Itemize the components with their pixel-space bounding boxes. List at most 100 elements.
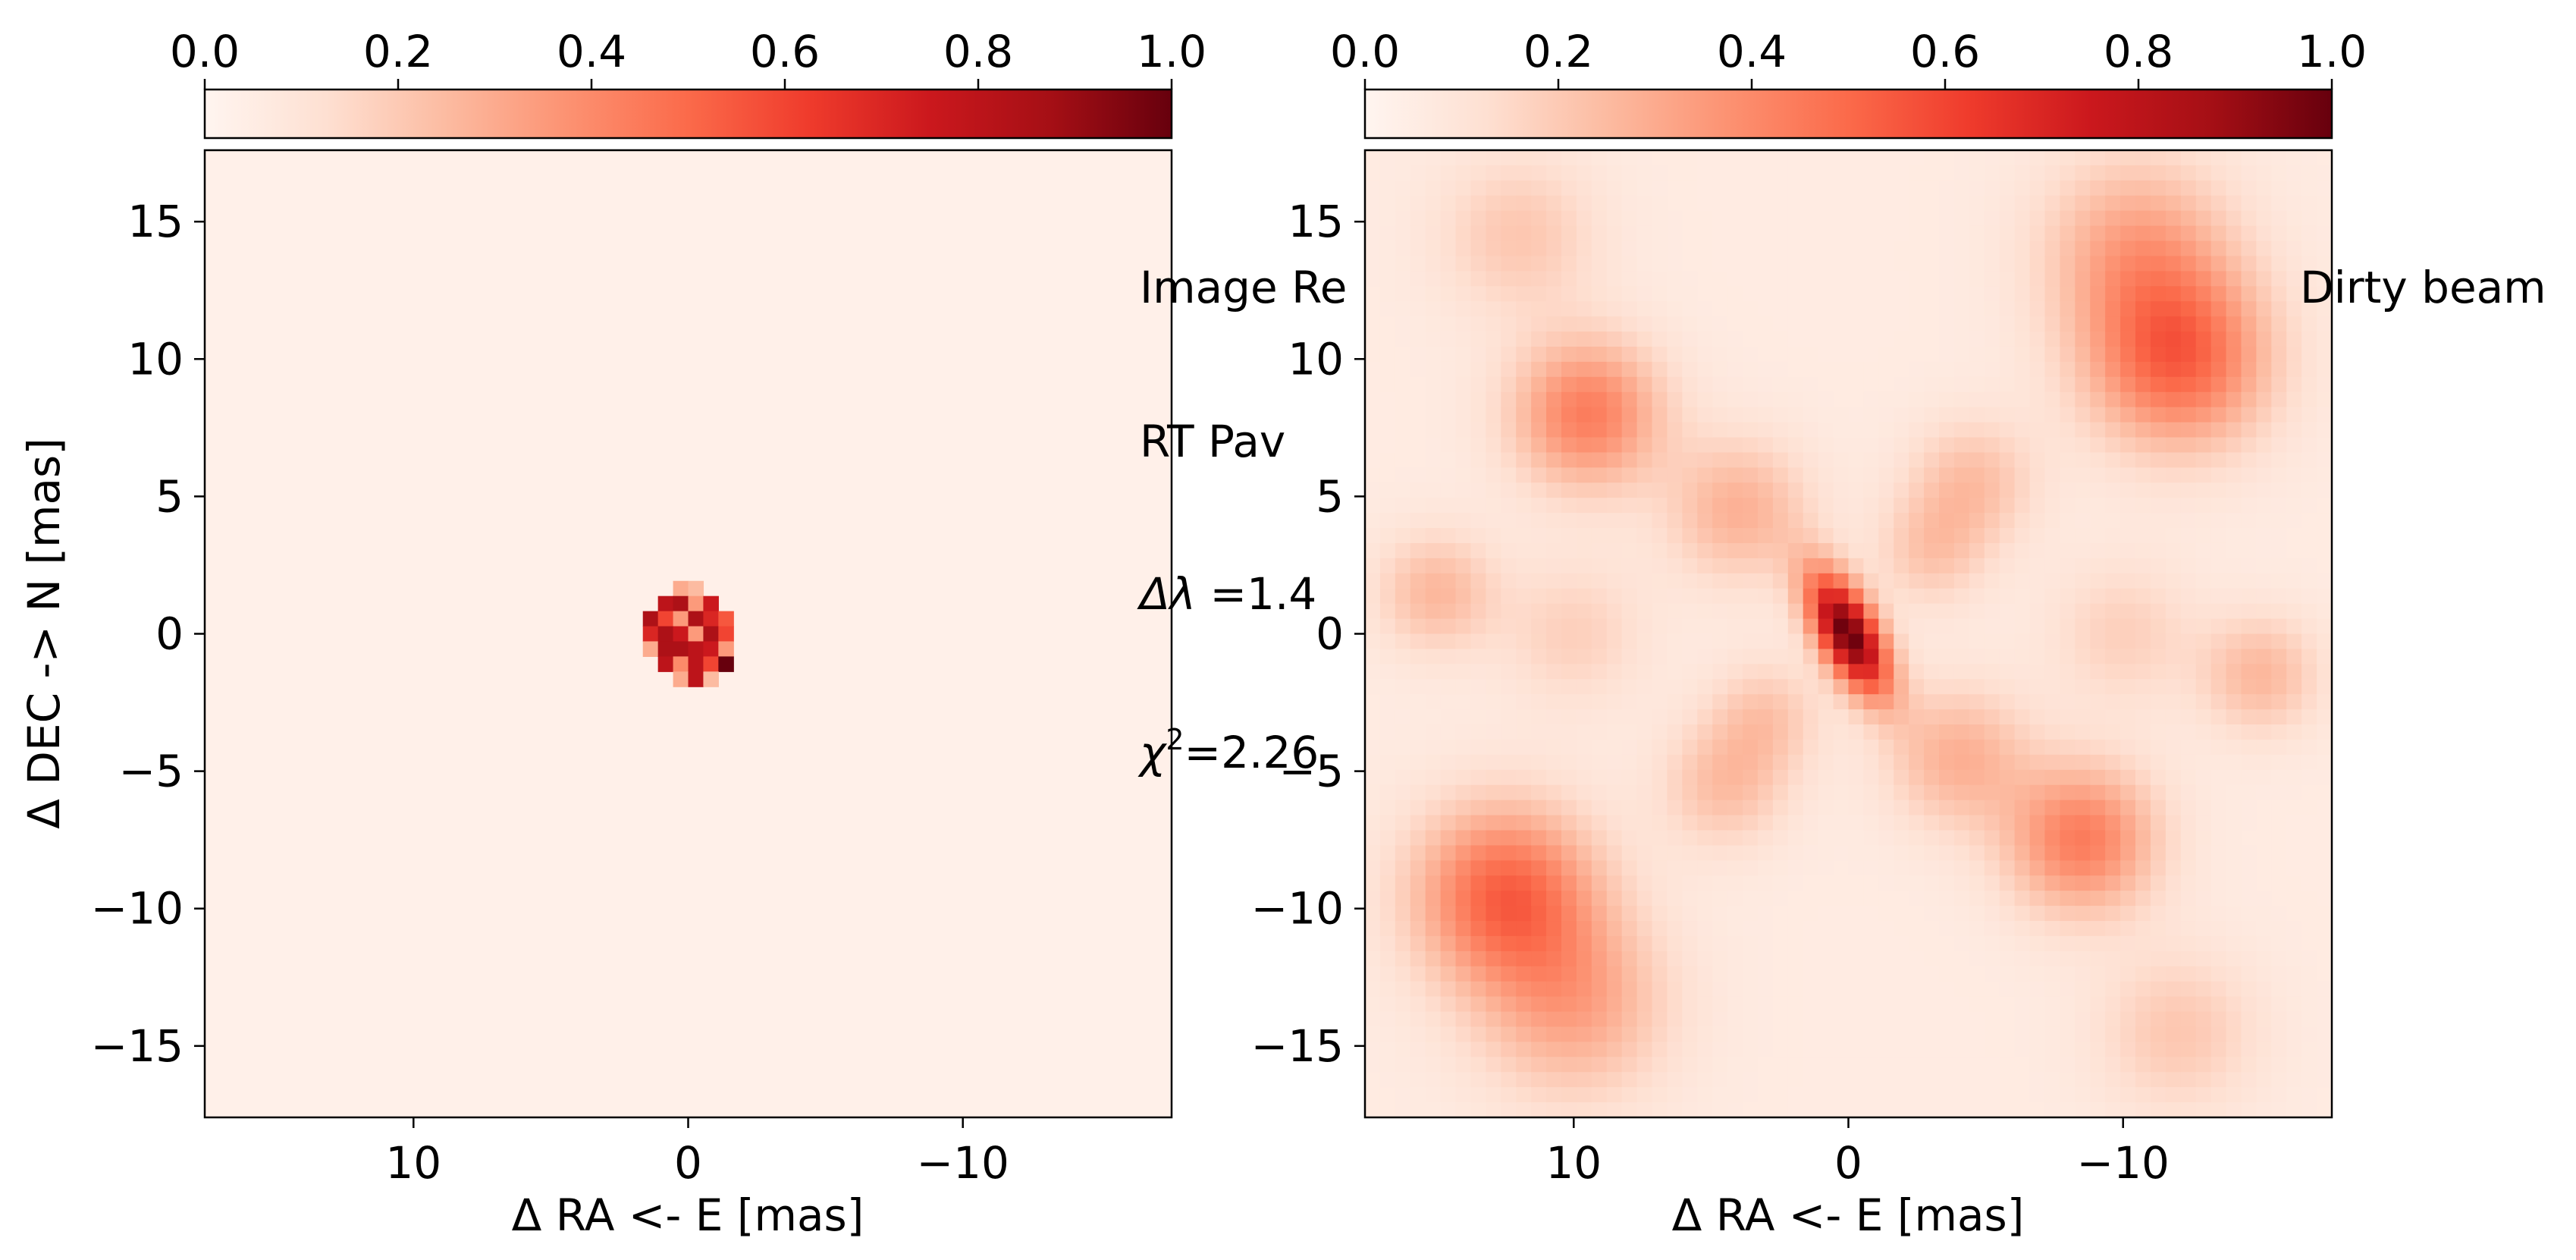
right-image-pixel (2060, 664, 2076, 680)
right-image-pixel (1848, 558, 1865, 574)
right-image-pixel (1712, 633, 1728, 650)
right-image-pixel (1531, 482, 1547, 498)
right-image-pixel (2180, 256, 2197, 272)
right-image-pixel (2241, 210, 2257, 227)
right-image-pixel (1667, 950, 1683, 967)
right-image-pixel (1667, 1102, 1683, 1118)
right-image-pixel (1818, 528, 1834, 544)
right-image-pixel (1939, 376, 1955, 393)
right-image-pixel (1621, 210, 1638, 227)
right-image-pixel (1939, 165, 1955, 181)
right-image-pixel (2286, 906, 2302, 922)
right-image-pixel (1757, 921, 1774, 937)
right-image-pixel (1863, 694, 1879, 710)
right-image-pixel (2150, 950, 2167, 967)
right-image-pixel (2180, 950, 2197, 967)
right-image-pixel (1863, 467, 1879, 483)
right-image-pixel (2044, 1026, 2060, 1042)
right-image-pixel (1395, 588, 1411, 605)
right-image-pixel (1909, 437, 1925, 454)
right-image-pixel (1546, 769, 1562, 786)
right-image-pixel (1727, 1087, 1743, 1103)
right-image-pixel (1516, 482, 1532, 498)
right-image-pixel (1652, 286, 1668, 302)
right-image-pixel (1395, 513, 1411, 529)
right-image-pixel (1953, 875, 1970, 891)
right-image-pixel (1939, 437, 1955, 454)
right-image-pixel (1470, 694, 1486, 710)
right-image-pixel (1894, 694, 1909, 710)
right-image-pixel (1501, 1057, 1517, 1073)
right-image-pixel (2075, 391, 2091, 408)
right-image-pixel (1470, 845, 1486, 861)
right-image-pixel (1591, 1072, 1608, 1088)
right-image-pixel (1425, 1087, 1442, 1103)
right-image-pixel (1833, 528, 1850, 544)
right-image-pixel (1772, 271, 1789, 287)
right-image-pixel (1682, 528, 1698, 544)
right-image-pixel (1440, 452, 1457, 468)
right-image-pixel (1772, 150, 1789, 166)
right-image-pixel (1894, 618, 1909, 635)
right-image-pixel (2120, 225, 2136, 242)
right-image-pixel (2256, 1072, 2272, 1088)
right-image-pixel (1878, 815, 1894, 831)
right-image-pixel (1697, 709, 1713, 725)
right-image-pixel (2271, 603, 2287, 620)
right-colorbar-tick-label: 0.2 (1523, 26, 1593, 77)
right-image-pixel (2180, 1042, 2197, 1057)
right-image-pixel (1531, 331, 1547, 347)
right-image-pixel (1410, 935, 1426, 952)
right-image-pixel (1712, 271, 1728, 287)
right-image-pixel (1924, 739, 1940, 756)
right-image-pixel (1455, 891, 1472, 907)
right-image-pixel (1667, 195, 1683, 212)
right-image-pixel (1894, 391, 1909, 408)
right-image-pixel (1395, 618, 1411, 635)
right-image-pixel (1787, 271, 1804, 287)
right-image-pixel (2286, 860, 2302, 876)
right-image-pixel (1712, 694, 1728, 710)
right-image-pixel (1455, 950, 1472, 967)
right-image-pixel (1894, 1026, 1909, 1042)
right-image-pixel (2180, 513, 2197, 529)
right-image-pixel (1999, 1026, 2016, 1042)
right-image-pixel (1379, 513, 1396, 529)
right-image-pixel (1953, 921, 1970, 937)
right-image-pixel (1546, 618, 1562, 635)
right-image-pixel (2286, 1042, 2302, 1057)
right-image-pixel (1712, 709, 1728, 725)
right-image-pixel (1591, 981, 1608, 998)
right-image-pixel (2090, 845, 2106, 861)
right-image-pixel (1531, 165, 1547, 181)
right-image-pixel (1395, 301, 1411, 317)
right-image-pixel (1909, 407, 1925, 423)
right-image-pixel (1803, 346, 1819, 363)
right-image-pixel (1561, 618, 1577, 635)
right-image-pixel (1818, 1026, 1834, 1042)
right-image-pixel (1787, 225, 1804, 242)
right-image-pixel (2180, 286, 2197, 302)
right-image-pixel (2256, 528, 2272, 544)
right-image-pixel (2135, 739, 2151, 756)
right-image-pixel (1803, 966, 1819, 982)
right-image-pixel (2210, 966, 2227, 982)
right-image-pixel (2317, 180, 2333, 196)
right-image-pixel (1470, 316, 1486, 332)
right-image-pixel (1743, 921, 1759, 937)
right-image-pixel (1984, 724, 2000, 740)
right-image-pixel (1727, 981, 1743, 998)
right-image-pixel (1606, 845, 1623, 861)
right-image-pixel (2317, 784, 2333, 801)
right-image-pixel (1501, 815, 1517, 831)
right-image-pixel (2210, 633, 2227, 650)
right-image-pixel (1939, 513, 1955, 529)
right-image-pixel (1440, 437, 1457, 454)
right-image-pixel (1395, 542, 1411, 559)
right-image-pixel (1712, 860, 1728, 876)
right-image-pixel (1636, 437, 1653, 454)
right-image-pixel (2256, 906, 2272, 922)
right-image-pixel (1727, 346, 1743, 363)
right-image-pixel (2195, 1072, 2212, 1088)
right-image-pixel (2180, 891, 2197, 907)
